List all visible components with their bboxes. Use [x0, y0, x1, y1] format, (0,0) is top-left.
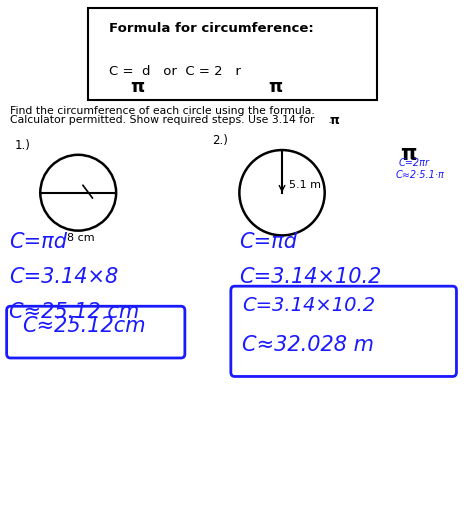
Text: C=3.14×10.2: C=3.14×10.2	[239, 267, 382, 287]
Text: C≈25.12 cm: C≈25.12 cm	[9, 302, 140, 322]
Text: C=3.14×8: C=3.14×8	[9, 267, 119, 287]
Text: C=πd: C=πd	[9, 232, 67, 252]
Text: C=2πr: C=2πr	[398, 158, 429, 168]
FancyBboxPatch shape	[7, 306, 185, 358]
Text: C=3.14×10.2: C=3.14×10.2	[242, 296, 375, 315]
Text: π: π	[401, 144, 417, 164]
FancyBboxPatch shape	[88, 8, 377, 100]
Text: π: π	[130, 78, 145, 96]
Text: 1.): 1.)	[14, 139, 30, 152]
Text: Calculator permitted. Show required steps. Use 3.14 for    .: Calculator permitted. Show required step…	[10, 115, 332, 125]
Text: Find the circumference of each circle using the formula.: Find the circumference of each circle us…	[10, 106, 315, 116]
Text: 8 cm: 8 cm	[67, 233, 94, 243]
Text: C≈32.028 m: C≈32.028 m	[242, 335, 374, 355]
Text: C≈2·5.1·π: C≈2·5.1·π	[396, 170, 445, 180]
Text: C=πd: C=πd	[239, 232, 297, 252]
FancyBboxPatch shape	[231, 286, 456, 376]
Text: π: π	[329, 114, 339, 127]
Text: π: π	[268, 78, 282, 96]
Text: 2.): 2.)	[212, 135, 228, 147]
Text: C =  d   or  C = 2   r: C = d or C = 2 r	[109, 65, 241, 78]
Text: C≈25.12cm: C≈25.12cm	[22, 316, 146, 336]
Text: Formula for circumference:: Formula for circumference:	[109, 22, 314, 35]
Text: 5.1 m: 5.1 m	[289, 180, 321, 190]
